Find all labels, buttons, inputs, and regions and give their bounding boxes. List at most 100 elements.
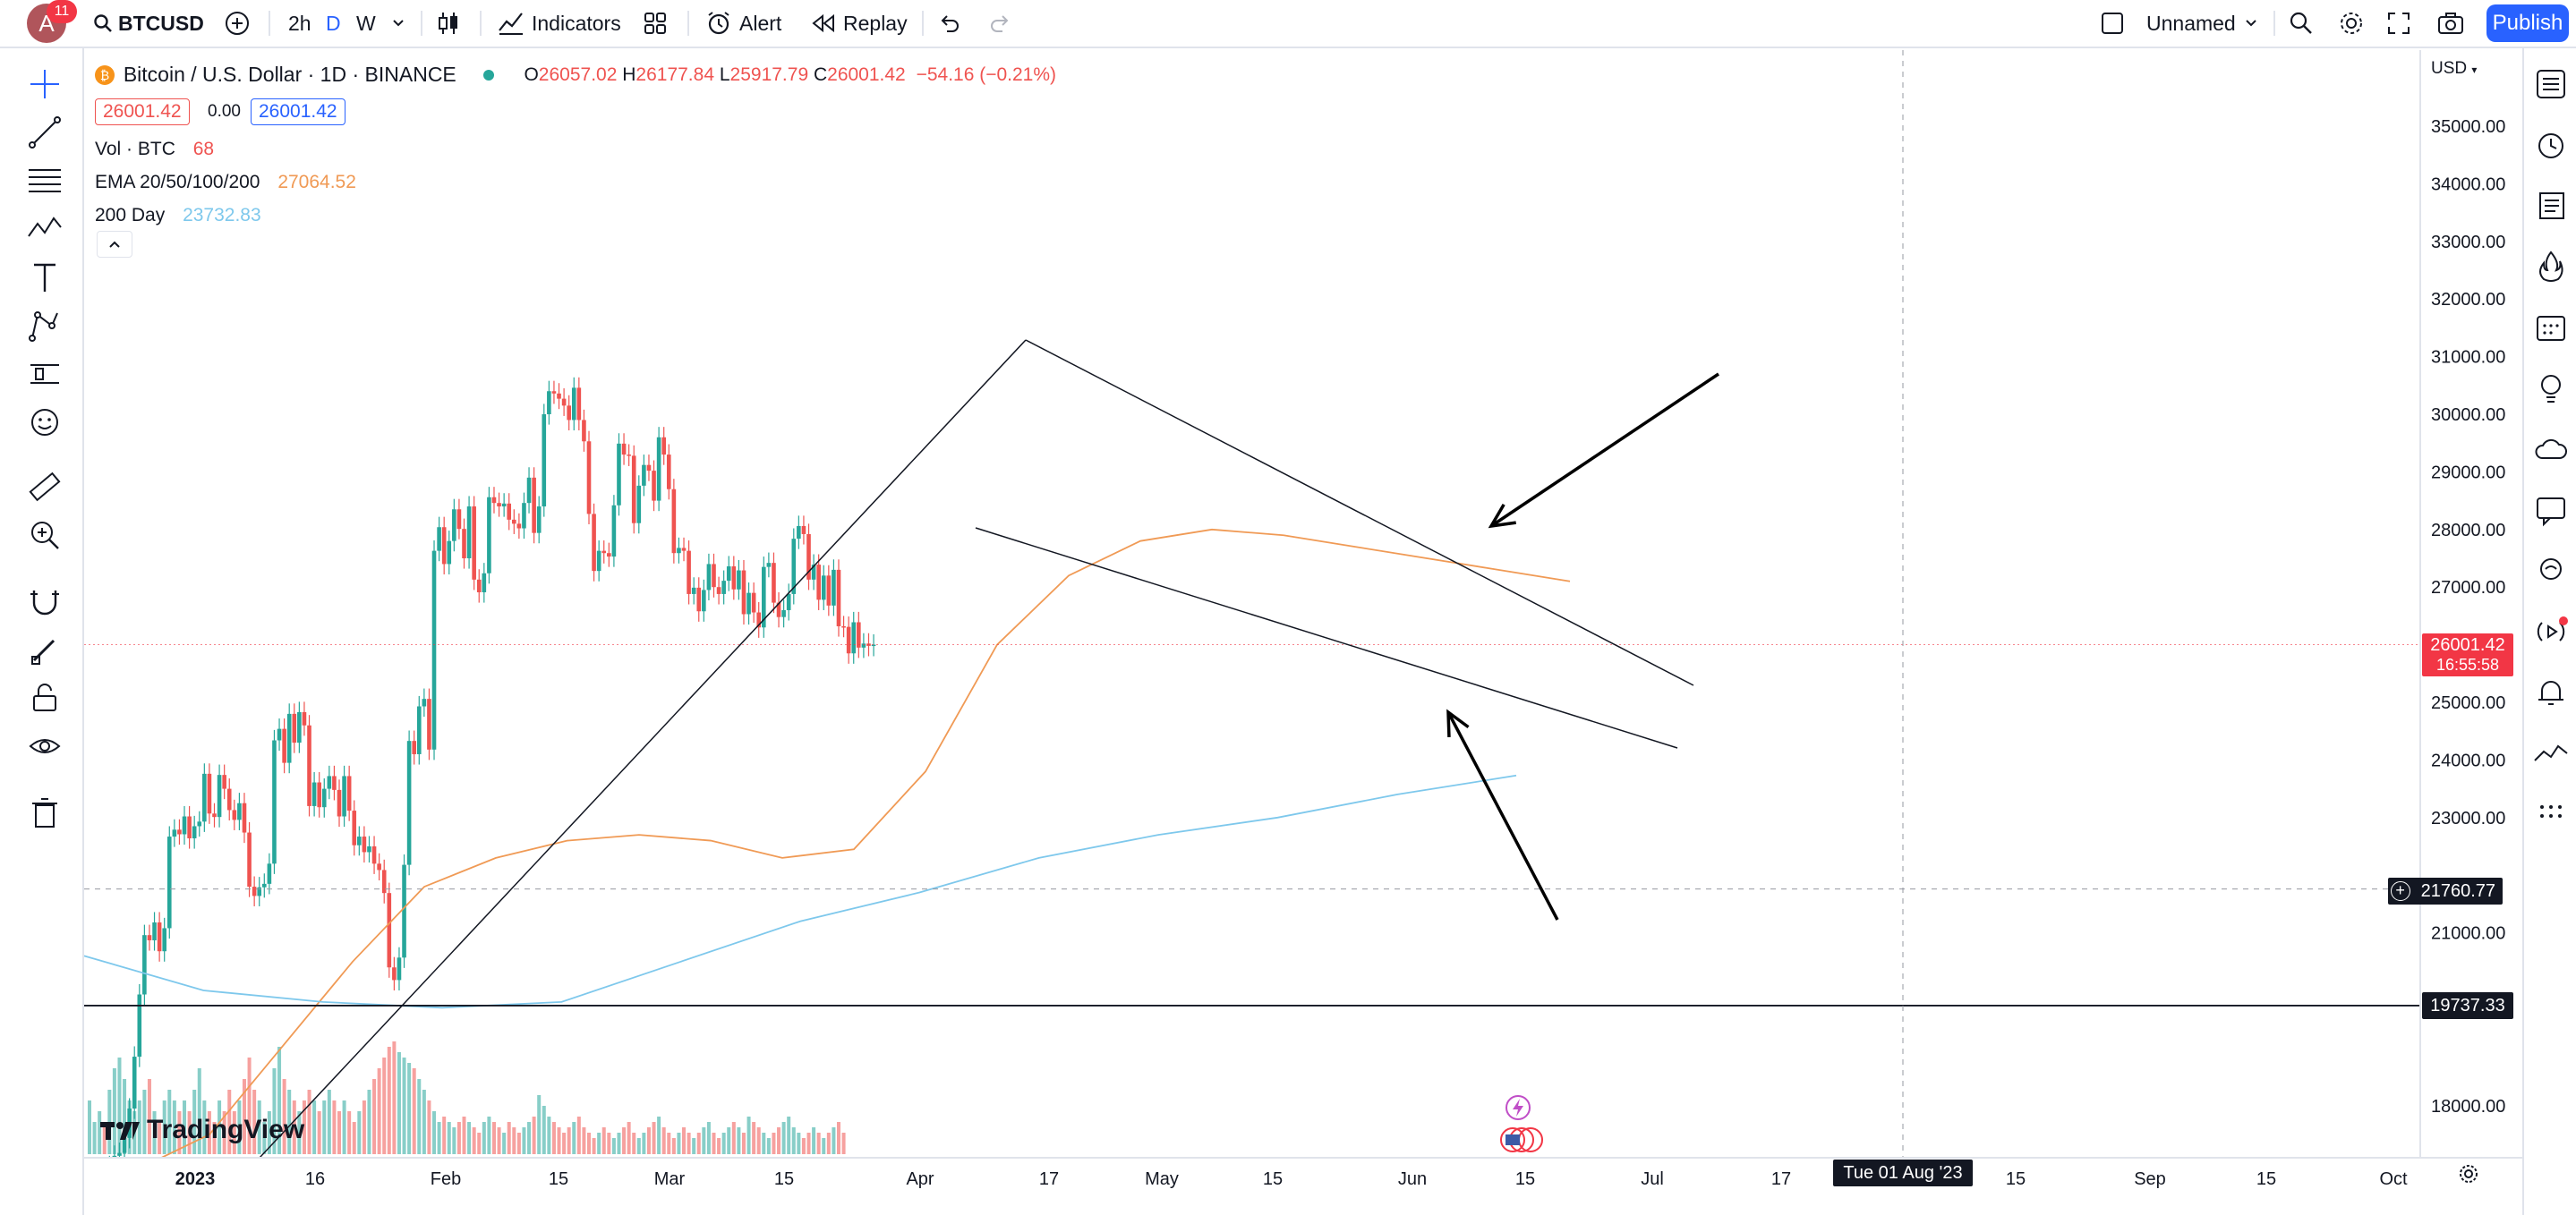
- candle-body: [841, 625, 846, 628]
- volume-legend[interactable]: Vol · BTC 68: [95, 139, 214, 160]
- chart-type-button[interactable]: [437, 7, 460, 39]
- sell-price-box[interactable]: 26001.42: [95, 98, 190, 125]
- node-pattern-icon[interactable]: [27, 308, 63, 344]
- redo-button[interactable]: [988, 7, 1011, 39]
- ma200-legend[interactable]: 200 Day 23732.83: [95, 205, 261, 226]
- volume-bar: [307, 1090, 311, 1154]
- candle-body: [472, 506, 476, 580]
- gear-icon: [2341, 13, 2362, 34]
- zoom-in-icon[interactable]: [27, 517, 63, 553]
- events-icons[interactable]: [1495, 1092, 1552, 1156]
- fib-retracement-icon[interactable]: [27, 163, 63, 199]
- emoji-icon[interactable]: [27, 404, 63, 440]
- candle-body: [447, 540, 452, 565]
- text-icon[interactable]: [27, 259, 63, 295]
- volume-bar: [667, 1133, 671, 1154]
- fire-icon[interactable]: [2533, 249, 2569, 285]
- volume-bar: [402, 1058, 406, 1154]
- candle-body: [437, 527, 441, 551]
- market-status-dot: [482, 69, 494, 81]
- pencil-lock-icon[interactable]: [27, 632, 63, 667]
- chevron-up-icon: [109, 241, 120, 248]
- candle-body: [487, 497, 491, 574]
- ruler-icon[interactable]: [27, 469, 63, 505]
- interval-dropdown[interactable]: [392, 7, 405, 39]
- replay-button[interactable]: Replay: [811, 7, 908, 39]
- fullscreen-button[interactable]: [2386, 7, 2411, 39]
- ma200-value: 23732.83: [183, 205, 261, 225]
- volume-bar: [237, 1100, 242, 1154]
- forecast-icon[interactable]: [27, 356, 63, 392]
- last-price-tag: 26001.42 16:55:58: [2422, 633, 2513, 676]
- candle-body: [712, 564, 716, 588]
- volume-bar: [652, 1122, 656, 1154]
- volume-bar: [207, 1111, 211, 1154]
- symbol-search[interactable]: BTCUSD: [93, 7, 204, 39]
- watchlist-icon[interactable]: [2533, 66, 2569, 102]
- news-icon[interactable]: [2533, 188, 2569, 224]
- ideas-icon[interactable]: [2533, 553, 2569, 589]
- templates-button[interactable]: [643, 7, 668, 39]
- publish-button[interactable]: Publish: [2486, 4, 2569, 42]
- camera-icon: [2438, 13, 2463, 34]
- ma200-line: [83, 774, 1517, 1009]
- chat-icon[interactable]: [2533, 492, 2569, 528]
- settings-button[interactable]: [2338, 7, 2365, 39]
- collapse-legend-button[interactable]: [97, 231, 132, 258]
- lightbulb-icon[interactable]: [2533, 370, 2569, 406]
- quick-search-button[interactable]: [2288, 7, 2315, 39]
- volume-bar: [491, 1122, 496, 1154]
- buy-price-box[interactable]: 26001.42: [251, 98, 345, 125]
- volume-bar: [337, 1111, 341, 1154]
- ema-legend[interactable]: EMA 20/50/100/200 27064.52: [95, 172, 356, 193]
- patterns-icon[interactable]: [27, 211, 63, 247]
- volume-bar: [706, 1122, 711, 1154]
- volume-label: Vol · BTC: [95, 139, 175, 159]
- settings-gear-small-icon[interactable]: [2458, 1163, 2479, 1185]
- streams-icon[interactable]: [2533, 614, 2569, 650]
- plus-circle-icon[interactable]: +: [2390, 881, 2410, 901]
- pulse-icon[interactable]: [2533, 735, 2569, 771]
- volume-bar: [407, 1063, 412, 1154]
- indicators-icon: [499, 13, 523, 35]
- eye-icon[interactable]: [27, 728, 63, 764]
- candle-body: [416, 706, 422, 754]
- interval-d[interactable]: D: [326, 11, 341, 35]
- price-tick-label: 25000.00: [2431, 693, 2505, 713]
- cloud-icon[interactable]: [2533, 431, 2569, 467]
- clock-alert-icon[interactable]: [2533, 127, 2569, 163]
- compare-button[interactable]: [224, 7, 251, 39]
- volume-bar: [397, 1052, 401, 1154]
- dots-grid-icon[interactable]: [2533, 796, 2569, 832]
- candle-body: [117, 1152, 122, 1156]
- indicators-button[interactable]: Indicators: [498, 7, 621, 39]
- price-tick-label: 30000.00: [2431, 405, 2505, 425]
- bell-icon[interactable]: [2533, 675, 2569, 710]
- magnet-icon[interactable]: [27, 583, 63, 619]
- snapshot-button[interactable]: [2436, 7, 2465, 39]
- time-tick-label: 15: [774, 1169, 794, 1189]
- lock-icon[interactable]: [27, 680, 63, 716]
- candle-body: [292, 713, 297, 743]
- layout-dropdown[interactable]: [2245, 7, 2257, 39]
- symbol-title[interactable]: Bitcoin / U.S. Dollar · 1D · BINANCE: [123, 63, 456, 86]
- watermark-text: TradingView: [147, 1115, 305, 1144]
- candle-body: [192, 826, 197, 838]
- undo-button[interactable]: [938, 7, 961, 39]
- calendar-icon[interactable]: [2533, 310, 2569, 345]
- crosshair-icon[interactable]: [27, 66, 63, 102]
- alert-button[interactable]: Alert: [705, 7, 781, 39]
- time-tick-label: 15: [2256, 1169, 2276, 1189]
- candle-body: [631, 455, 636, 523]
- volume-bar: [766, 1138, 771, 1154]
- interval-2h[interactable]: 2h: [288, 11, 311, 35]
- interval-w[interactable]: W: [356, 11, 376, 35]
- candle-body: [262, 883, 267, 888]
- trend-line-icon[interactable]: [27, 115, 63, 150]
- trash-icon[interactable]: [27, 794, 63, 830]
- currency-selector[interactable]: USD ▾: [2431, 59, 2477, 79]
- candle-body: [466, 506, 472, 558]
- layout-button[interactable]: Unnamed: [2100, 7, 2236, 39]
- price-tick-label: 24000.00: [2431, 751, 2505, 770]
